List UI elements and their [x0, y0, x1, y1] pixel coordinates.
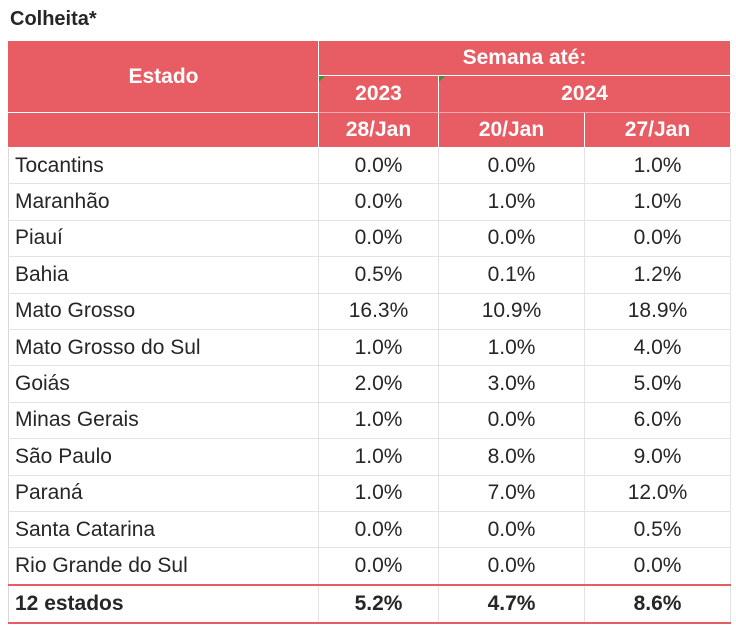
- table-row: Tocantins 0.0% 0.0% 1.0%: [8, 146, 731, 185]
- value-cell-2024-20jan: 10.9%: [438, 292, 585, 330]
- week-header-2: 20/Jan: [438, 112, 585, 148]
- value-cell-2023-28jan: 1.0%: [318, 474, 439, 512]
- week-group-header: Semana até:: [318, 40, 731, 76]
- value-cell-2024-27jan: 5.0%: [584, 365, 731, 403]
- week-header-1: 28/Jan: [318, 112, 439, 148]
- value-cell-2024-27jan: 4.0%: [584, 328, 731, 367]
- state-name-cell: Minas Gerais: [8, 401, 319, 440]
- page-title: Colheita*: [10, 8, 97, 30]
- state-name-cell: Mato Grosso do Sul: [8, 328, 319, 367]
- state-name-cell: Rio Grande do Sul: [8, 547, 319, 586]
- total-value-2024-20jan: 4.7%: [438, 583, 585, 624]
- table-row: Goiás 2.0% 3.0% 5.0%: [8, 365, 731, 403]
- value-cell-2024-27jan: 12.0%: [584, 474, 731, 512]
- value-cell-2024-20jan: 0.0%: [438, 510, 585, 549]
- table-body: Tocantins 0.0% 0.0% 1.0% Maranhão 0.0% 1.0% 1.0…: [8, 146, 731, 586]
- value-cell-2024-27jan: 1.2%: [584, 256, 731, 294]
- value-cell-2024-20jan: 8.0%: [438, 438, 585, 476]
- table-row: Piauí 0.0% 0.0% 0.0%: [8, 219, 731, 258]
- value-cell-2024-20jan: 0.1%: [438, 256, 585, 294]
- state-name-cell: Paraná: [8, 474, 319, 512]
- value-cell-2024-20jan: 3.0%: [438, 365, 585, 403]
- table-row: Mato Grosso do Sul 1.0% 1.0% 4.0%: [8, 328, 731, 367]
- state-name-cell: São Paulo: [8, 438, 319, 476]
- table-row: Santa Catarina 0.0% 0.0% 0.5%: [8, 510, 731, 549]
- value-cell-2023-28jan: 0.0%: [318, 183, 439, 221]
- value-cell-2023-28jan: 1.0%: [318, 438, 439, 476]
- table-row: Paraná 1.0% 7.0% 12.0%: [8, 474, 731, 512]
- value-cell-2023-28jan: 16.3%: [318, 292, 439, 330]
- total-value-2023-28jan: 5.2%: [318, 583, 439, 624]
- value-cell-2024-20jan: 0.0%: [438, 401, 585, 440]
- state-name-cell: Tocantins: [8, 146, 319, 185]
- value-cell-2024-27jan: 18.9%: [584, 292, 731, 330]
- table-row: São Paulo 1.0% 8.0% 9.0%: [8, 438, 731, 476]
- value-cell-2024-27jan: 1.0%: [584, 183, 731, 221]
- week-header-3: 27/Jan: [584, 112, 731, 148]
- state-name-cell: Santa Catarina: [8, 510, 319, 549]
- state-name-cell: Mato Grosso: [8, 292, 319, 330]
- year-header-2024: 2024: [438, 75, 731, 113]
- value-cell-2024-27jan: 0.0%: [584, 219, 731, 258]
- value-cell-2023-28jan: 0.0%: [318, 219, 439, 258]
- state-header-spacer: [8, 112, 319, 148]
- total-value-2024-27jan: 8.6%: [584, 583, 731, 624]
- state-name-cell: Goiás: [8, 365, 319, 403]
- value-cell-2024-20jan: 0.0%: [438, 219, 585, 258]
- state-name-cell: Bahia: [8, 256, 319, 294]
- value-cell-2024-27jan: 6.0%: [584, 401, 731, 440]
- year-header-2023: 2023: [318, 75, 439, 113]
- value-cell-2023-28jan: 0.0%: [318, 547, 439, 586]
- state-name-cell: Maranhão: [8, 183, 319, 221]
- value-cell-2023-28jan: 1.0%: [318, 401, 439, 440]
- state-column-header: Estado: [8, 40, 319, 113]
- harvest-table: Estado Semana até: 2023 2024 28/Jan 20/J…: [8, 40, 731, 624]
- table-row: Minas Gerais 1.0% 0.0% 6.0%: [8, 401, 731, 440]
- value-cell-2024-20jan: 1.0%: [438, 328, 585, 367]
- value-cell-2023-28jan: 2.0%: [318, 365, 439, 403]
- value-cell-2024-27jan: 9.0%: [584, 438, 731, 476]
- total-row: 12 estados 5.2% 4.7% 8.6%: [8, 583, 731, 624]
- value-cell-2024-20jan: 0.0%: [438, 547, 585, 586]
- table-row: Maranhão 0.0% 1.0% 1.0%: [8, 183, 731, 221]
- value-cell-2023-28jan: 0.0%: [318, 146, 439, 185]
- value-cell-2024-27jan: 0.5%: [584, 510, 731, 549]
- total-label: 12 estados: [8, 583, 319, 624]
- value-cell-2023-28jan: 0.5%: [318, 256, 439, 294]
- value-cell-2024-27jan: 1.0%: [584, 146, 731, 185]
- value-cell-2024-27jan: 0.0%: [584, 547, 731, 586]
- value-cell-2024-20jan: 1.0%: [438, 183, 585, 221]
- state-name-cell: Piauí: [8, 219, 319, 258]
- table-header: Estado Semana até: 2023 2024 28/Jan 20/J…: [8, 40, 731, 148]
- value-cell-2024-20jan: 7.0%: [438, 474, 585, 512]
- table-row: Mato Grosso 16.3% 10.9% 18.9%: [8, 292, 731, 330]
- value-cell-2023-28jan: 1.0%: [318, 328, 439, 367]
- value-cell-2024-20jan: 0.0%: [438, 146, 585, 185]
- value-cell-2023-28jan: 0.0%: [318, 510, 439, 549]
- table-row: Bahia 0.5% 0.1% 1.2%: [8, 256, 731, 294]
- table-row: Rio Grande do Sul 0.0% 0.0% 0.0%: [8, 547, 731, 586]
